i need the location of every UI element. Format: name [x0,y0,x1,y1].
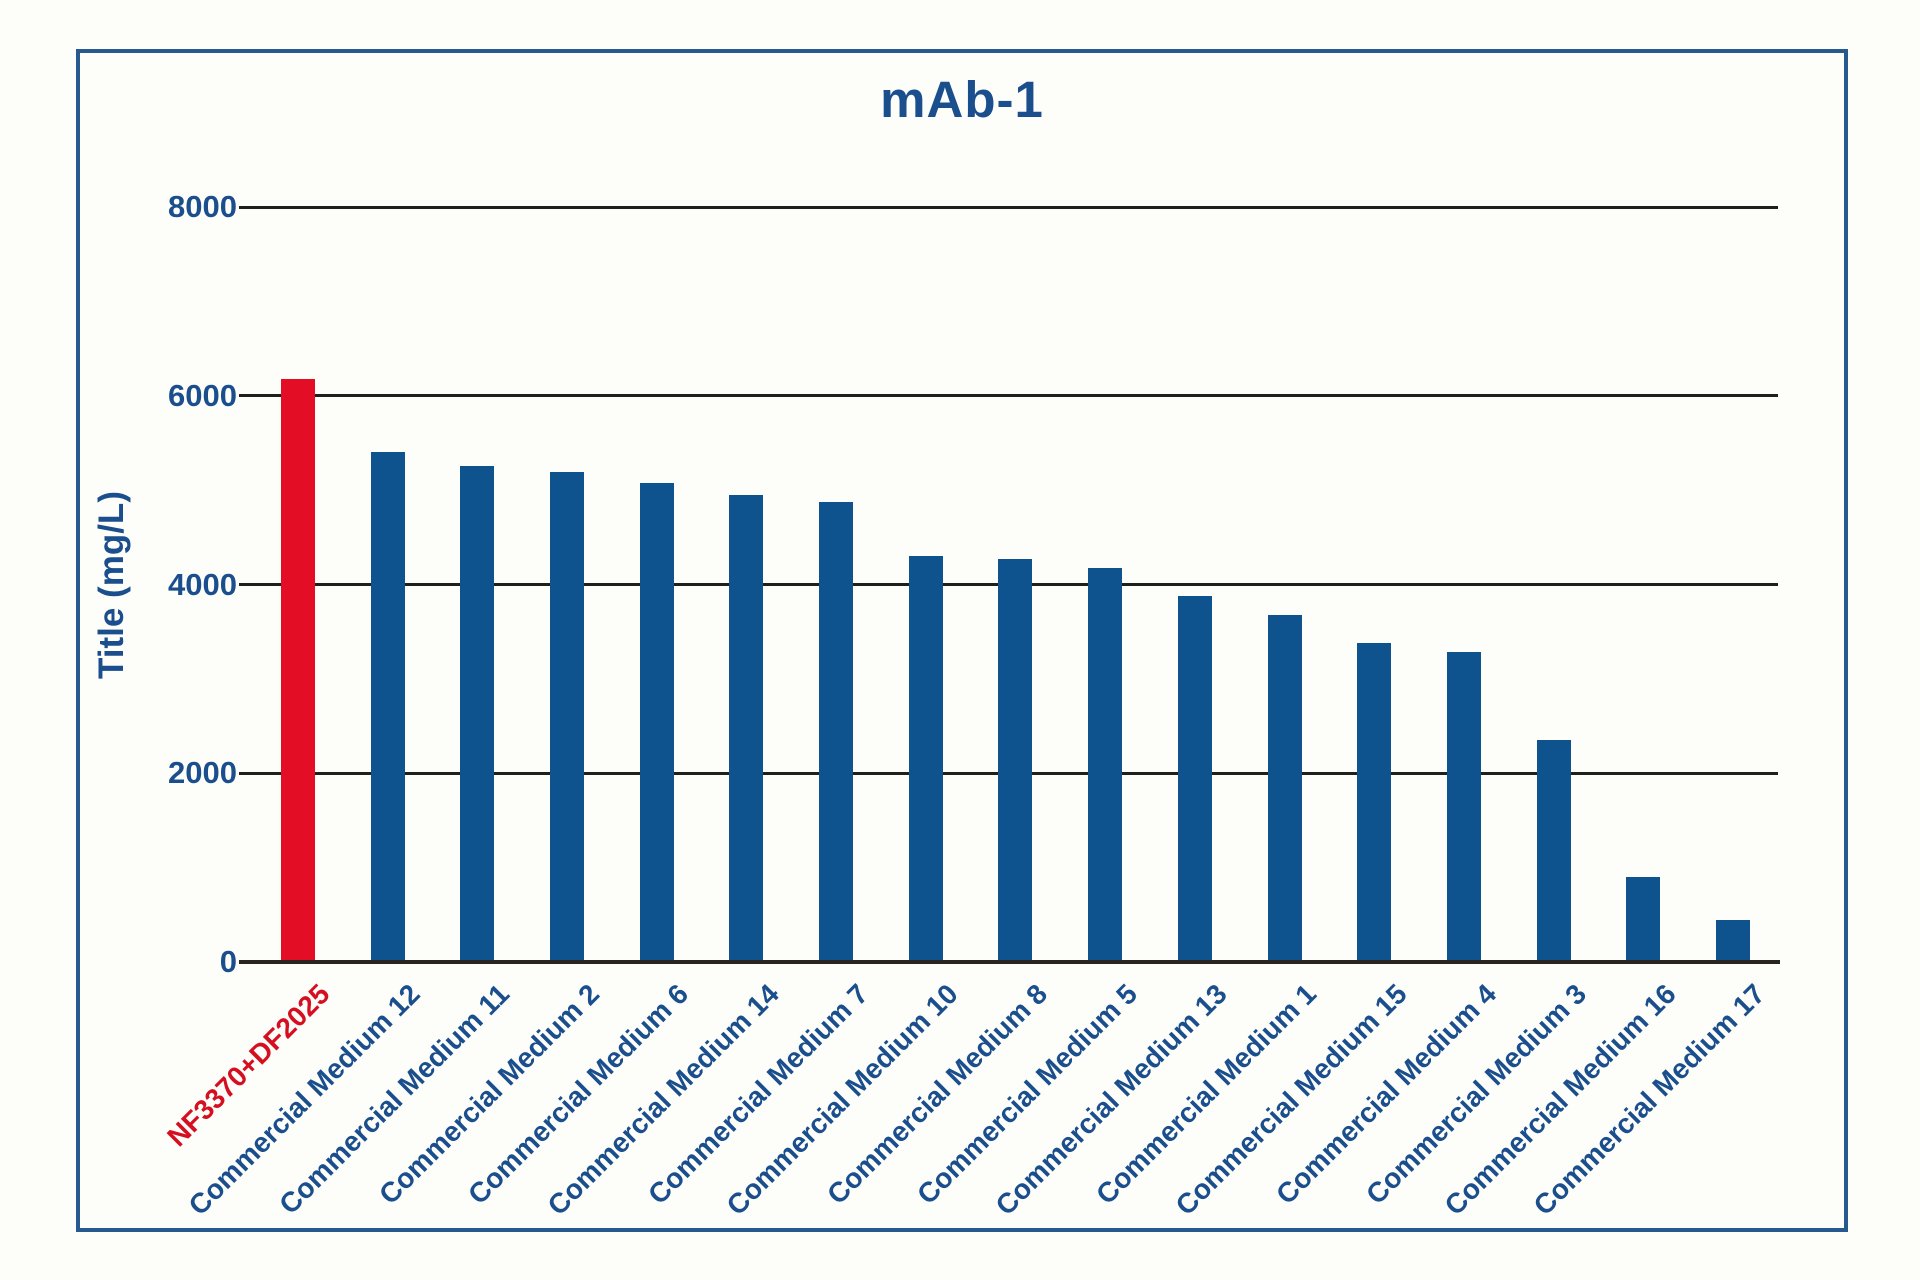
bar-slot: Commercial Medium 16 [1438,207,1689,1221]
chart-frame [76,49,1848,1232]
y-tick-label: 4000 [168,567,237,602]
y-tick-label: 8000 [168,189,237,224]
y-axis-tick-labels: 8000 6000 4000 2000 0 [95,190,237,979]
bar-slot: Commercial Medium 6 [463,207,702,1210]
bar [1357,643,1392,962]
bar [1088,568,1123,962]
bar [819,502,854,962]
bar-slot: Commercial Medium 7 [642,207,881,1210]
bar-slot: Commercial Medium 13 [990,207,1240,1221]
bar [1716,920,1751,962]
bar [1446,652,1481,962]
bar [639,483,674,962]
y-tick-label: 0 [219,944,237,979]
bar [1626,877,1661,962]
bar-slot: Commercial Medium 11 [273,207,522,1220]
gridline [239,394,1778,397]
bar-slot: Commercial Medium 10 [721,207,971,1221]
plot-area: NF3370+DF2025 Commercial Medium 12 Commerc… [161,206,1780,1221]
bar [729,495,764,962]
bar [1177,596,1212,962]
bar [1267,615,1302,962]
bar-slot: Commercial Medium 4 [1270,207,1509,1210]
bar-slot: Commercial Medium 12 [182,207,433,1221]
bar [998,559,1033,962]
x-axis-line [239,960,1780,964]
bar-slot: Commercial Medium 14 [541,207,792,1221]
bar [280,379,315,962]
gridline [239,206,1778,209]
bar [549,472,584,962]
bar [1536,740,1571,962]
bar-slot: Commercial Medium 17 [1528,207,1778,1221]
y-tick-label: 6000 [168,378,237,413]
bar-slot: Commercial Medium 1 [1090,207,1330,1210]
bar-slot: NF3370+DF2025 [161,207,343,1152]
bar [908,556,943,962]
bar-slot: Commercial Medium 5 [911,207,1150,1210]
y-tick-label: 2000 [168,755,237,790]
chart-title: mAb-1 [880,71,1044,128]
bar-slot: Commercial Medium 15 [1169,207,1419,1221]
bar-slot: Commercial Medium 3 [1360,207,1599,1210]
bar [370,452,405,962]
bar-slot: Commercial Medium 2 [373,207,612,1210]
bar-slot: Commercial Medium 8 [821,207,1061,1210]
bars-container: NF3370+DF2025 Commercial Medium 12 Commerc… [161,207,1778,1221]
bar [460,466,495,962]
